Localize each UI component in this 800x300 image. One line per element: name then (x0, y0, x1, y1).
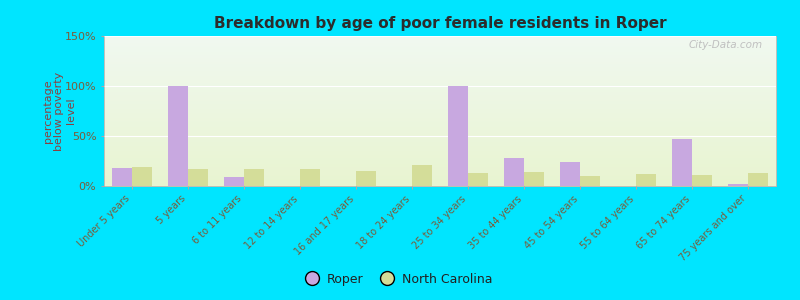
Y-axis label: percentage
below poverty
level: percentage below poverty level (42, 71, 76, 151)
Bar (224, 177, 244, 186)
Bar (449, 86, 468, 186)
Bar (524, 172, 544, 186)
Legend: Roper, North Carolina: Roper, North Carolina (302, 268, 498, 291)
Bar (692, 175, 712, 186)
Bar (132, 167, 152, 186)
Text: City-Data.com: City-Data.com (689, 40, 762, 50)
Bar (412, 165, 432, 186)
Bar (748, 173, 768, 186)
Bar (356, 171, 376, 186)
Bar (468, 173, 487, 186)
Bar (112, 168, 132, 186)
Title: Breakdown by age of poor female residents in Roper: Breakdown by age of poor female resident… (214, 16, 666, 31)
Bar (728, 184, 748, 186)
Bar (244, 169, 264, 186)
Bar (636, 174, 656, 186)
Bar (505, 158, 524, 186)
Bar (300, 169, 320, 186)
Bar (188, 169, 208, 186)
Bar (561, 162, 580, 186)
Bar (168, 86, 188, 186)
Bar (580, 176, 600, 186)
Bar (672, 139, 692, 186)
